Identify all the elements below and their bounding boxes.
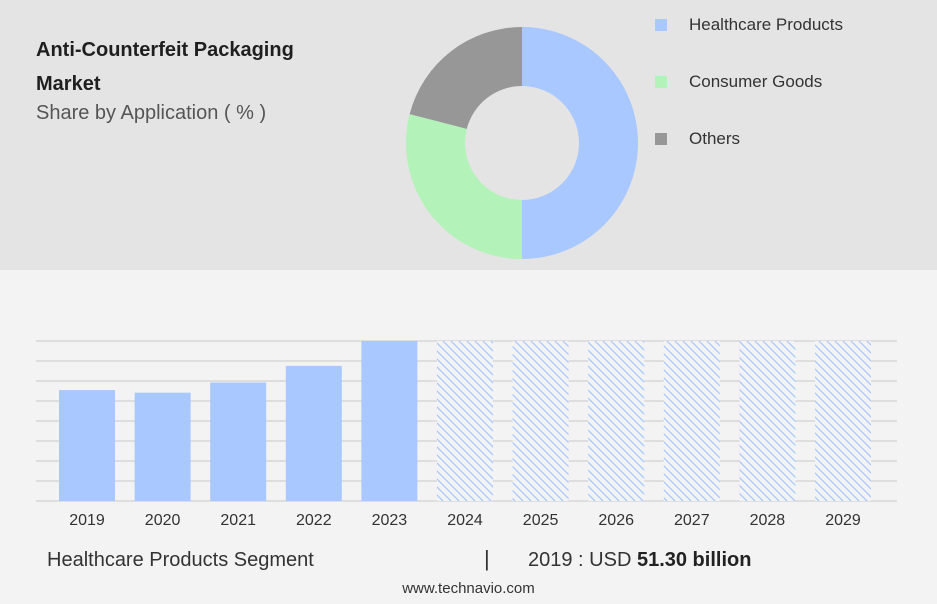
legend-label: Others	[689, 129, 741, 148]
legend-item: Consumer Goods	[655, 67, 915, 97]
bar-2020	[134, 392, 191, 501]
x-tick-label: 2022	[296, 512, 332, 529]
x-tick-label: 2027	[674, 512, 710, 529]
x-tick-label: 2025	[523, 512, 559, 529]
x-tick-label: 2024	[447, 512, 483, 529]
forecast-bar-2024	[437, 341, 493, 501]
x-tick-label: 2019	[69, 512, 105, 529]
legend-label: Consumer Goods	[689, 72, 823, 91]
forecast-bar-2026	[588, 341, 645, 501]
footer-separator: |	[484, 546, 490, 571]
legend-item: Others	[655, 124, 915, 154]
bar-chart: 2019 2020 2021 2022 2023 2024 2025 2026 2027 2028…	[36, 340, 897, 529]
x-tick-label: 2029	[825, 512, 861, 529]
source-link[interactable]: www.technavio.com	[402, 580, 535, 597]
legend-swatch	[655, 19, 667, 31]
x-tick-label: 2020	[145, 512, 181, 529]
segment-value-amount: 51.30 billion	[636, 549, 752, 571]
chart-subtitle: Share by Application ( % )	[36, 102, 267, 124]
forecast-bar-2029	[815, 341, 871, 501]
title-line-2: Market	[36, 73, 101, 95]
chart-title: Anti-Counterfeit Packaging Market	[36, 33, 294, 101]
donut-slice-healthcare-products	[522, 27, 638, 259]
legend-swatch	[655, 76, 667, 88]
legend-label: Healthcare Products	[689, 15, 844, 34]
x-tick-label: 2026	[598, 512, 634, 529]
legend-swatch	[655, 133, 667, 145]
x-tick-label: 2028	[750, 512, 786, 529]
bar-2022	[285, 365, 342, 501]
segment-value-prefix: 2019 : USD	[528, 549, 632, 571]
donut-slice-others	[409, 27, 522, 129]
x-tick-label: 2023	[372, 512, 408, 529]
forecast-bar-2027	[663, 341, 720, 501]
legend-item: Healthcare Products	[655, 10, 915, 40]
bar-2019	[59, 390, 115, 501]
bar-2021	[210, 382, 267, 501]
segment-label: Healthcare Products Segment	[47, 549, 314, 571]
bar-2023	[361, 341, 418, 501]
forecast-bar-2028	[739, 341, 796, 501]
donut-chart	[406, 27, 638, 259]
x-tick-label: 2021	[220, 512, 256, 529]
donut-slice-consumer-goods	[406, 114, 522, 259]
segment-value: 2019 : USD 51.30 billion	[528, 549, 751, 572]
title-line-1: Anti-Counterfeit Packaging	[36, 39, 294, 61]
forecast-bar-2025	[512, 341, 569, 501]
